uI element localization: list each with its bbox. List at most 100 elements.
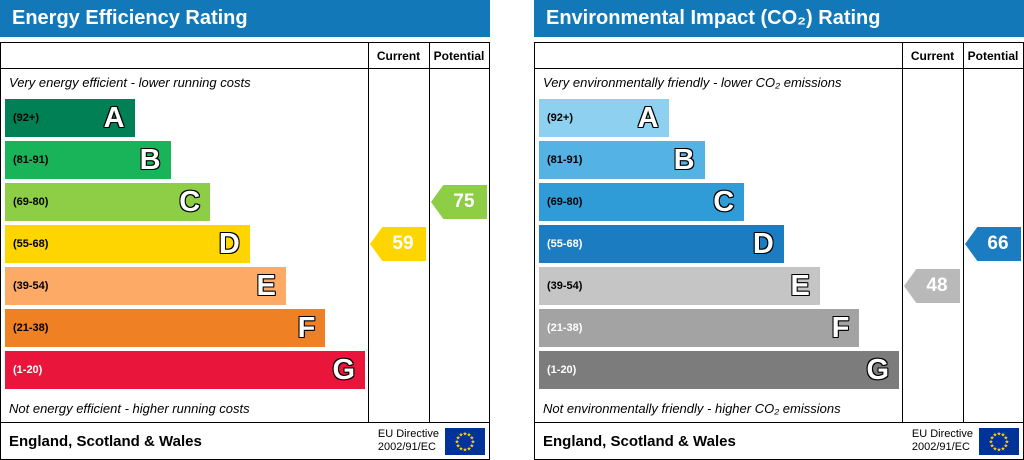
band-range-label: (92+) xyxy=(547,112,573,124)
chart-footer: England, Scotland & Wales EU Directive 2… xyxy=(1,423,489,459)
band-row-b: (81-91) B xyxy=(5,141,171,179)
band-range-label: (55-68) xyxy=(547,238,583,250)
band-row-e: (39-54) E xyxy=(539,267,820,305)
band-range-label: (39-54) xyxy=(13,280,49,292)
band-row-d: (55-68) D xyxy=(539,225,784,263)
band-row-c: (69-80) C xyxy=(539,183,745,221)
svg-text:★: ★ xyxy=(993,445,998,452)
energy-efficiency-panel: Energy Efficiency Rating Current Potenti… xyxy=(0,0,490,460)
region-label: England, Scotland & Wales xyxy=(9,432,202,450)
band-range-label: (69-80) xyxy=(547,196,583,208)
eu-flag-icon: ★ ★ ★★ ★★ ★★ ★★ ★★ xyxy=(445,427,485,455)
energy-chart-box: Current Potential Very energy efficient … xyxy=(0,42,490,460)
band-letter: D xyxy=(752,227,774,260)
band-letter: G xyxy=(866,353,889,386)
band-range-label: (55-68) xyxy=(13,238,49,250)
potential-column-divider xyxy=(963,43,964,422)
svg-text:★: ★ xyxy=(1001,445,1006,452)
potential-rating-value: 66 xyxy=(987,233,1009,254)
band-row-g: (1-20) G xyxy=(5,351,365,389)
column-header-potential: Potential xyxy=(967,49,1019,63)
eu-directive-line1: EU Directive xyxy=(911,427,973,440)
svg-text:★: ★ xyxy=(1005,438,1010,445)
svg-text:★: ★ xyxy=(1001,431,1006,438)
band-range-label: (69-80) xyxy=(13,196,49,208)
band-letter: A xyxy=(103,101,125,134)
energy-panel-title: Energy Efficiency Rating xyxy=(0,0,490,37)
environmental-chart-box: Current Potential Very environmentally f… xyxy=(534,42,1024,460)
potential-column-divider xyxy=(429,43,430,422)
eu-flag-icon: ★ ★ ★★ ★★ ★★ ★★ ★★ xyxy=(979,427,1019,455)
region-label: England, Scotland & Wales xyxy=(543,432,736,450)
eu-directive-label: EU Directive 2002/91/EC xyxy=(378,428,445,454)
column-header-row: Current Potential xyxy=(535,43,1023,69)
svg-text:★: ★ xyxy=(467,431,472,438)
svg-text:★: ★ xyxy=(989,438,994,445)
band-letter: E xyxy=(256,269,276,302)
current-rating-value: 59 xyxy=(392,233,414,254)
band-row-f: (21-38) F xyxy=(5,309,326,347)
band-range-label: (81-91) xyxy=(13,154,49,166)
band-range-label: (1-20) xyxy=(13,364,43,376)
current-column-divider xyxy=(902,43,903,422)
bottom-note: Not environmentally friendly - higher CO… xyxy=(543,401,841,416)
rating-bands: (92+) A (81-91) B (69-80) C (55-68) D (3… xyxy=(5,99,365,393)
eu-directive-line2: 2002/91/EC xyxy=(377,441,436,453)
current-column-divider xyxy=(368,43,369,422)
band-letter: B xyxy=(673,143,695,176)
band-range-label: (1-20) xyxy=(547,364,577,376)
band-letter: F xyxy=(297,311,316,344)
current-rating-marker: 48 xyxy=(904,269,960,303)
band-letter: F xyxy=(831,311,850,344)
energy-chart-area: Current Potential Very energy efficient … xyxy=(1,43,489,423)
svg-text:★: ★ xyxy=(1003,442,1008,449)
svg-text:★: ★ xyxy=(459,445,464,452)
chart-footer: England, Scotland & Wales EU Directive 2… xyxy=(535,423,1023,459)
svg-text:★: ★ xyxy=(463,446,468,453)
svg-text:★: ★ xyxy=(467,445,472,452)
potential-rating-marker: 66 xyxy=(965,227,1021,261)
top-note: Very energy efficient - lower running co… xyxy=(9,75,251,90)
band-row-g: (1-20) G xyxy=(539,351,899,389)
svg-text:★: ★ xyxy=(455,438,460,445)
column-header-row: Current Potential xyxy=(1,43,489,69)
band-letter: C xyxy=(713,185,735,218)
svg-text:★: ★ xyxy=(990,434,995,441)
band-letter: G xyxy=(332,353,355,386)
band-row-a: (92+) A xyxy=(5,99,135,137)
environmental-impact-panel: Environmental Impact (CO₂) Rating Curren… xyxy=(534,0,1024,460)
eu-directive-label: EU Directive 2002/91/EC xyxy=(912,428,979,454)
band-letter: E xyxy=(790,269,810,302)
eu-directive-line2: 2002/91/EC xyxy=(911,441,970,453)
band-letter: C xyxy=(179,185,201,218)
band-row-e: (39-54) E xyxy=(5,267,286,305)
potential-rating-value: 75 xyxy=(453,191,475,212)
environmental-chart-area: Current Potential Very environmentally f… xyxy=(535,43,1023,423)
potential-rating-marker: 75 xyxy=(431,185,487,219)
band-row-c: (69-80) C xyxy=(5,183,211,221)
environmental-panel-title: Environmental Impact (CO₂) Rating xyxy=(534,0,1024,37)
svg-text:★: ★ xyxy=(997,430,1002,437)
svg-text:★: ★ xyxy=(456,434,461,441)
column-header-current: Current xyxy=(376,49,421,63)
bottom-note: Not energy efficient - higher running co… xyxy=(9,401,250,416)
current-rating-marker: 59 xyxy=(370,227,426,261)
svg-text:★: ★ xyxy=(469,434,474,441)
column-header-potential: Potential xyxy=(433,49,485,63)
svg-text:★: ★ xyxy=(990,442,995,449)
rating-bands: (92+) A (81-91) B (69-80) C (55-68) D (3… xyxy=(539,99,899,393)
eu-directive-line1: EU Directive xyxy=(377,427,439,440)
band-range-label: (39-54) xyxy=(547,280,583,292)
band-row-a: (92+) A xyxy=(539,99,669,137)
svg-text:★: ★ xyxy=(471,438,476,445)
column-header-current: Current xyxy=(910,49,955,63)
band-letter: B xyxy=(139,143,161,176)
svg-text:★: ★ xyxy=(1003,434,1008,441)
band-row-d: (55-68) D xyxy=(5,225,250,263)
svg-text:★: ★ xyxy=(463,430,468,437)
band-range-label: (92+) xyxy=(13,112,39,124)
current-rating-value: 48 xyxy=(926,275,948,296)
band-letter: A xyxy=(637,101,659,134)
svg-text:★: ★ xyxy=(469,442,474,449)
band-letter: D xyxy=(218,227,240,260)
